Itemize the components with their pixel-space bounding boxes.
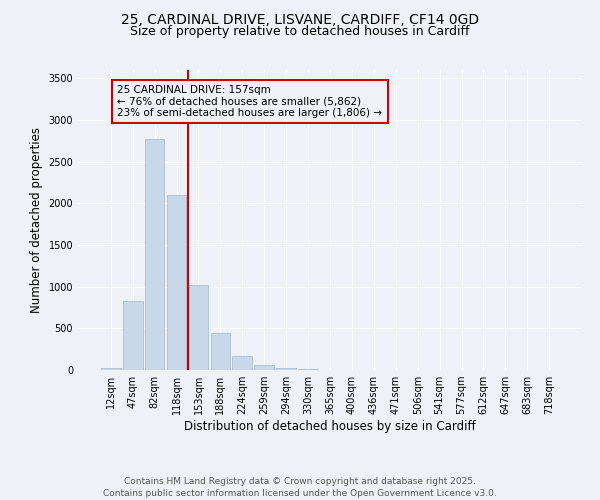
Bar (298, 369, 318, 370)
Bar (167, 195, 187, 370)
X-axis label: Distribution of detached houses by size in Cardiff: Distribution of detached houses by size … (184, 420, 476, 433)
Text: Size of property relative to detached houses in Cardiff: Size of property relative to detached ho… (130, 25, 470, 38)
Bar (254, 365, 274, 370)
Y-axis label: Number of detached properties: Number of detached properties (30, 127, 43, 313)
Bar (188, 285, 208, 370)
Bar (232, 356, 252, 370)
Bar (123, 301, 143, 370)
Text: 25, CARDINAL DRIVE, LISVANE, CARDIFF, CF14 0GD: 25, CARDINAL DRIVE, LISVANE, CARDIFF, CF… (121, 12, 479, 26)
Text: 25 CARDINAL DRIVE: 157sqm
← 76% of detached houses are smaller (5,862)
23% of se: 25 CARDINAL DRIVE: 157sqm ← 76% of detac… (118, 85, 382, 118)
Bar (276, 368, 296, 370)
Text: Contains HM Land Registry data © Crown copyright and database right 2025.
Contai: Contains HM Land Registry data © Crown c… (103, 476, 497, 498)
Bar (211, 332, 230, 370)
Bar (101, 368, 121, 370)
Bar (145, 139, 164, 370)
